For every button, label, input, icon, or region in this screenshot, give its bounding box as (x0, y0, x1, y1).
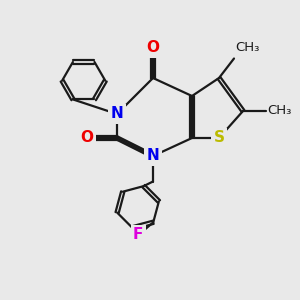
Text: N: N (147, 148, 159, 164)
Text: O: O (80, 130, 94, 146)
Text: N: N (111, 106, 123, 122)
Text: CH₃: CH₃ (267, 104, 291, 118)
Text: S: S (214, 130, 224, 146)
Text: O: O (146, 40, 160, 56)
Text: F: F (133, 227, 143, 242)
Text: CH₃: CH₃ (236, 41, 260, 54)
